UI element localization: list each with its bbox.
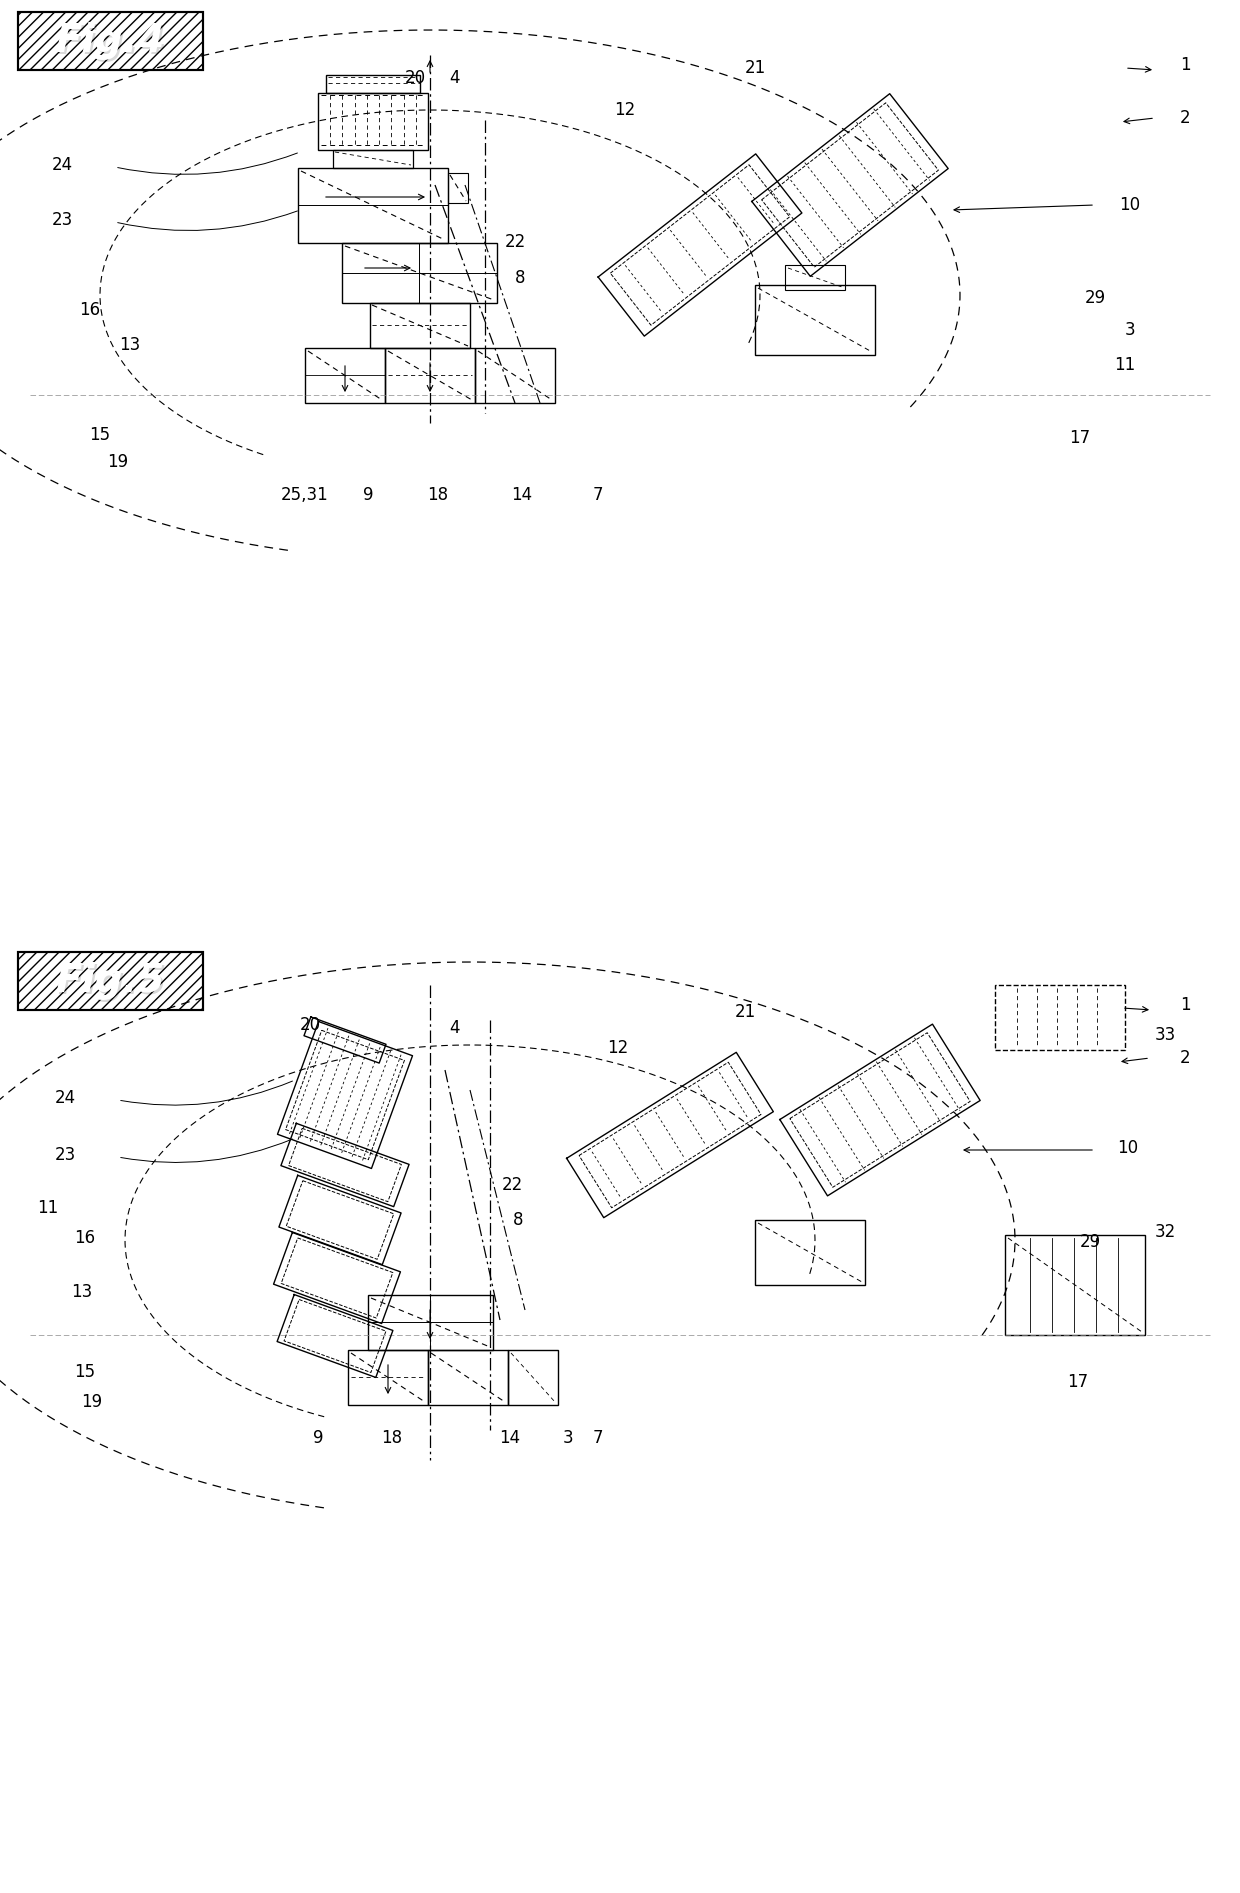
Text: 32: 32 [1154, 1223, 1176, 1242]
Text: 14: 14 [500, 1429, 521, 1446]
Bar [755, 286, 875, 356]
Text: 13: 13 [119, 335, 140, 354]
Text: Fig.5: Fig.5 [57, 964, 166, 1001]
Bar [785, 265, 844, 290]
Text: 16: 16 [74, 1229, 95, 1247]
Text: 19: 19 [108, 452, 129, 471]
Bar [317, 93, 428, 150]
Text: 7: 7 [593, 1429, 603, 1446]
Bar [370, 303, 470, 348]
Text: 4: 4 [450, 68, 460, 87]
Text: 19: 19 [82, 1393, 103, 1410]
Text: 16: 16 [79, 301, 100, 320]
Text: 15: 15 [89, 426, 110, 445]
Bar [342, 242, 497, 303]
Text: 8: 8 [513, 1212, 523, 1229]
FancyBboxPatch shape [19, 952, 203, 1011]
Text: 17: 17 [1069, 430, 1090, 447]
FancyBboxPatch shape [19, 11, 203, 70]
Text: 20: 20 [404, 68, 425, 87]
Bar [334, 150, 413, 168]
Text: 13: 13 [72, 1283, 93, 1300]
Text: 29: 29 [1085, 290, 1106, 307]
Text: 24: 24 [51, 155, 73, 174]
Text: 15: 15 [74, 1363, 95, 1382]
Text: 23: 23 [55, 1145, 76, 1164]
Text: 20: 20 [299, 1017, 321, 1034]
Bar [1004, 1234, 1145, 1335]
Bar [368, 1295, 494, 1350]
Text: 18: 18 [382, 1429, 403, 1446]
Text: 7: 7 [593, 487, 603, 504]
Text: 12: 12 [614, 100, 636, 119]
Text: Fig.4: Fig.4 [57, 25, 166, 62]
Bar [994, 984, 1125, 1051]
Bar [298, 168, 448, 242]
Text: 1: 1 [1179, 57, 1190, 74]
Text: 14: 14 [511, 487, 532, 504]
Text: 11: 11 [1115, 356, 1136, 375]
Bar [428, 1350, 508, 1405]
Text: 2: 2 [1179, 110, 1190, 127]
Text: 21: 21 [744, 59, 765, 78]
Text: 3: 3 [563, 1429, 573, 1446]
Text: 8: 8 [515, 269, 526, 288]
Text: 21: 21 [734, 1003, 755, 1020]
Text: 3: 3 [1125, 322, 1136, 339]
Text: 2: 2 [1179, 1049, 1190, 1068]
Text: 22: 22 [501, 1176, 522, 1194]
Text: 4: 4 [450, 1018, 460, 1037]
Text: 24: 24 [55, 1088, 76, 1107]
Bar [326, 76, 420, 93]
Text: 11: 11 [37, 1198, 58, 1217]
Bar [508, 1350, 558, 1405]
Text: 23: 23 [51, 210, 73, 229]
Text: 18: 18 [428, 487, 449, 504]
Text: Fig.5: Fig.5 [56, 962, 165, 1000]
Text: 12: 12 [608, 1039, 629, 1056]
Bar [348, 1350, 428, 1405]
Bar [448, 172, 467, 203]
Text: Fig.4: Fig.4 [56, 23, 165, 61]
Text: 9: 9 [363, 487, 373, 504]
Text: 33: 33 [1154, 1026, 1176, 1045]
Text: 25,31: 25,31 [281, 487, 329, 504]
Text: 1: 1 [1179, 996, 1190, 1015]
Text: 9: 9 [312, 1429, 324, 1446]
Text: 29: 29 [1080, 1232, 1101, 1251]
Text: 17: 17 [1068, 1372, 1089, 1391]
Bar [305, 348, 384, 403]
Text: 10: 10 [1120, 197, 1141, 214]
Bar [384, 348, 475, 403]
Text: 22: 22 [505, 233, 526, 252]
Bar [755, 1219, 866, 1285]
Text: 10: 10 [1117, 1140, 1138, 1157]
Bar [475, 348, 556, 403]
